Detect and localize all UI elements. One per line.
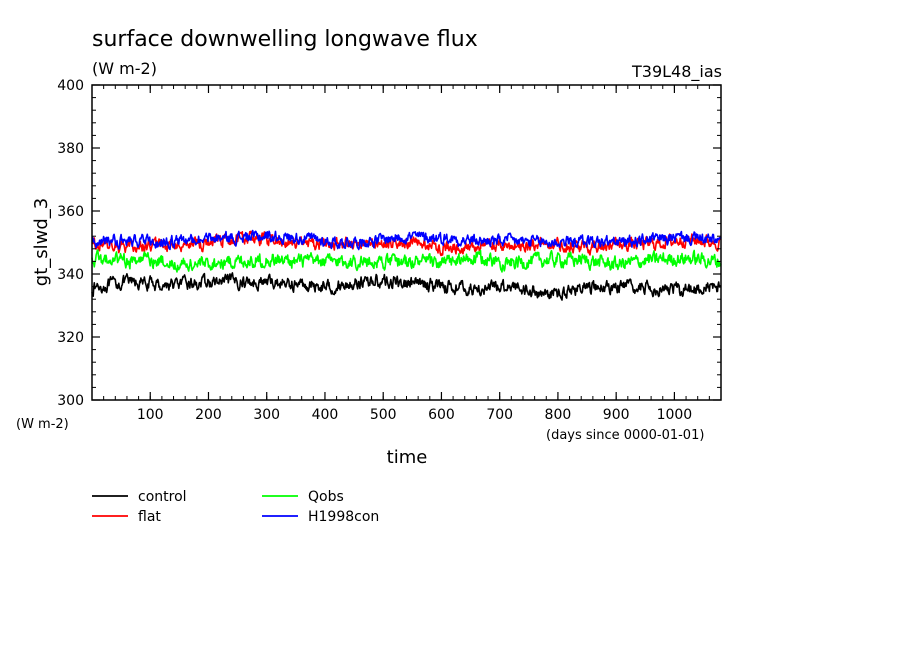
legend-label-Qobs: Qobs	[308, 489, 344, 505]
series-line-H1998con	[91, 229, 722, 251]
series-layer	[91, 229, 722, 301]
y-tick-label: 380	[57, 141, 84, 157]
y-tick-label: 300	[57, 393, 84, 409]
x-tick-label: 200	[195, 407, 222, 423]
x-tick-label: 800	[545, 407, 572, 423]
x-units-label: (days since 0000-01-01)	[546, 428, 704, 443]
x-tick-label: 300	[253, 407, 280, 423]
y-tick-label: 360	[57, 204, 84, 220]
x-tick-label: 500	[370, 407, 397, 423]
ticks-layer: 100 200 300 400 500 600 700 800 900 1000 300 320 340…	[57, 78, 721, 423]
legend-label-control: control	[138, 489, 187, 505]
x-tick-label: 400	[312, 407, 339, 423]
legend-label-flat: flat	[138, 509, 161, 525]
series-line-Qobs	[91, 249, 722, 273]
y-axis-label: gt_slwd_3	[31, 198, 52, 286]
y-tick-label: 320	[57, 330, 84, 346]
chart-units: (W m-2)	[92, 59, 157, 78]
legend: control flat Qobs H1998con	[92, 489, 379, 525]
y-units-label: (W m-2)	[16, 417, 69, 432]
y-tick-label: 400	[57, 78, 84, 94]
x-tick-label: 1000	[657, 407, 693, 423]
x-tick-label: 100	[137, 407, 164, 423]
chart-title: surface downwelling longwave flux	[92, 27, 478, 52]
legend-label-H1998con: H1998con	[308, 509, 379, 525]
x-tick-label: 900	[603, 407, 630, 423]
run-label: T39L48_ias	[631, 62, 722, 82]
x-tick-label: 600	[428, 407, 455, 423]
y-tick-label: 340	[57, 267, 84, 283]
x-axis-label: time	[387, 447, 428, 468]
x-tick-label: 700	[486, 407, 513, 423]
series-line-control	[91, 272, 722, 301]
